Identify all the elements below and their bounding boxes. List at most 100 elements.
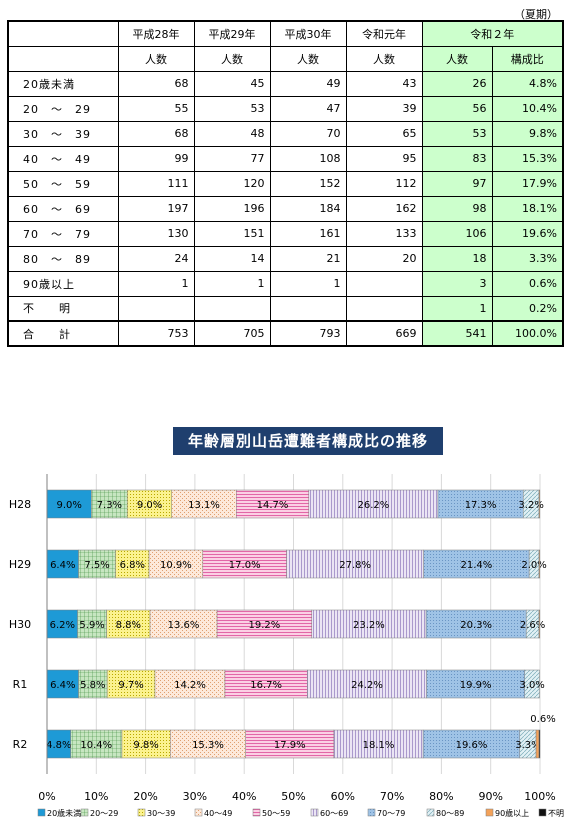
data-label: 14.2% [174, 680, 206, 691]
data-label: 20.3% [460, 620, 492, 631]
data-label: 3.3% [515, 740, 540, 751]
bar-segment [423, 549, 530, 579]
data-label: 2.6% [520, 620, 545, 631]
bar-segment [538, 489, 541, 519]
age-statistics-table: 平成28年 平成29年 平成30年 令和元年 令和２年 人数 人数 人数 人数 … [7, 20, 564, 347]
bar-segment [91, 489, 128, 519]
bar-segment [333, 729, 424, 759]
data-label: 9.0% [56, 500, 81, 511]
table-cell: 68 [117, 120, 195, 147]
bar-segment [425, 609, 527, 639]
table-cell [269, 295, 347, 322]
data-label: 17.9% [274, 740, 306, 751]
table-cell: 0.6% [491, 270, 564, 297]
table-cell: 106 [421, 220, 493, 247]
x-tick-label: 30% [183, 790, 207, 803]
bar-segment [538, 549, 541, 579]
legend-item: 70～79 [367, 808, 405, 818]
corner-cell [7, 45, 119, 72]
legend-item: 20歳未満 [37, 808, 81, 818]
table-row: 40 ～ 49 99 77 108 95 83 15.3% [7, 145, 564, 172]
sub-header: 人数 [117, 45, 195, 72]
year-header-row: 平成28年 平成29年 平成30年 令和元年 令和２年 [7, 20, 564, 47]
table-cell: 133 [345, 220, 423, 247]
x-tick-label: 40% [232, 790, 256, 803]
table-cell [117, 295, 195, 322]
stacked-bar-chart: 9.0% 7.3% 9.0% 13.1% 14.7% 26.2% 17.3% 3.2% 6.4%… [9, 474, 564, 818]
data-label: 17.0% [229, 560, 261, 571]
legend-swatch [194, 808, 203, 817]
data-label: 15.3% [192, 740, 224, 751]
table-cell: 21 [269, 245, 347, 272]
table-cell [345, 270, 423, 297]
table-row: 80 ～ 89 24 14 21 20 18 3.3% [7, 245, 564, 272]
data-label: 14.7% [257, 500, 289, 511]
data-label: 4.8% [46, 740, 71, 751]
data-label: 3.2% [518, 500, 543, 511]
table-row: 20 ～ 29 55 53 47 39 56 10.4% [7, 95, 564, 122]
table-cell: 18 [421, 245, 493, 272]
table-cell [193, 295, 271, 322]
y-tick-label: H30 [9, 618, 31, 631]
data-label: 8.8% [116, 620, 141, 631]
bar-segment [286, 549, 424, 579]
legend-label: 70～79 [377, 809, 405, 818]
legend-swatch [426, 808, 435, 817]
table-cell: 120 [193, 170, 271, 197]
year-header: 令和元年 [345, 20, 423, 47]
legend-label: 50～59 [262, 809, 290, 818]
data-label: 19.9% [460, 680, 492, 691]
data-label: 16.7% [250, 680, 282, 691]
legend-label: 90歳以上 [495, 808, 529, 818]
bar-segment [202, 549, 287, 579]
table-cell: 196 [193, 195, 271, 222]
table-cell: 111 [117, 170, 195, 197]
row-label: 60 ～ 69 [7, 195, 119, 222]
sub-header: 構成比 [491, 45, 564, 72]
data-label: 9.0% [137, 500, 162, 511]
table-cell: 53 [421, 120, 493, 147]
table-cell: 3 [421, 270, 493, 297]
data-label: 7.5% [84, 560, 109, 571]
row-label: 30 ～ 39 [7, 120, 119, 147]
bar-segment [216, 609, 312, 639]
table-cell: 3.3% [491, 245, 564, 272]
data-label: 18.1% [363, 740, 395, 751]
chart-title: 年齢層別山岳遭難者構成比の推移 [173, 427, 443, 455]
table-cell: 53 [193, 95, 271, 122]
year-header: 平成30年 [269, 20, 347, 47]
sub-header-row: 人数 人数 人数 人数 人数 構成比 [7, 45, 564, 72]
legend-swatch [252, 808, 261, 817]
table-cell: 15.3% [491, 145, 564, 172]
bar-segment [171, 489, 237, 519]
table-cell: 70 [269, 120, 347, 147]
table-cell: 669 [345, 320, 423, 347]
y-tick-label: H29 [9, 558, 31, 571]
y-tick-label: R2 [13, 738, 28, 751]
table-cell: 45 [193, 70, 271, 97]
table-cell: 83 [421, 145, 493, 172]
table-cell: 17.9% [491, 170, 564, 197]
bar-segment [121, 729, 171, 759]
table-cell: 18.1% [491, 195, 564, 222]
legend-label: 20歳未満 [47, 808, 81, 818]
data-label: 21.4% [461, 560, 493, 571]
data-label: 13.1% [188, 500, 220, 511]
year-header-current: 令和２年 [421, 20, 564, 47]
bar-segment [311, 609, 427, 639]
table-cell: 184 [269, 195, 347, 222]
table-cell: 56 [421, 95, 493, 122]
table-cell: 98 [421, 195, 493, 222]
table-cell: 43 [345, 70, 423, 97]
row-label: 70 ～ 79 [7, 220, 119, 247]
data-label: 6.4% [50, 680, 75, 691]
legend-swatch [538, 808, 547, 817]
table-cell: 4.8% [491, 70, 564, 97]
data-label: 6.2% [50, 620, 75, 631]
data-label: 10.4% [80, 740, 112, 751]
table-cell: 10.4% [491, 95, 564, 122]
bar-segment [106, 669, 156, 699]
bar-segment [154, 669, 226, 699]
bar-segment [46, 489, 92, 519]
table-cell: 77 [193, 145, 271, 172]
